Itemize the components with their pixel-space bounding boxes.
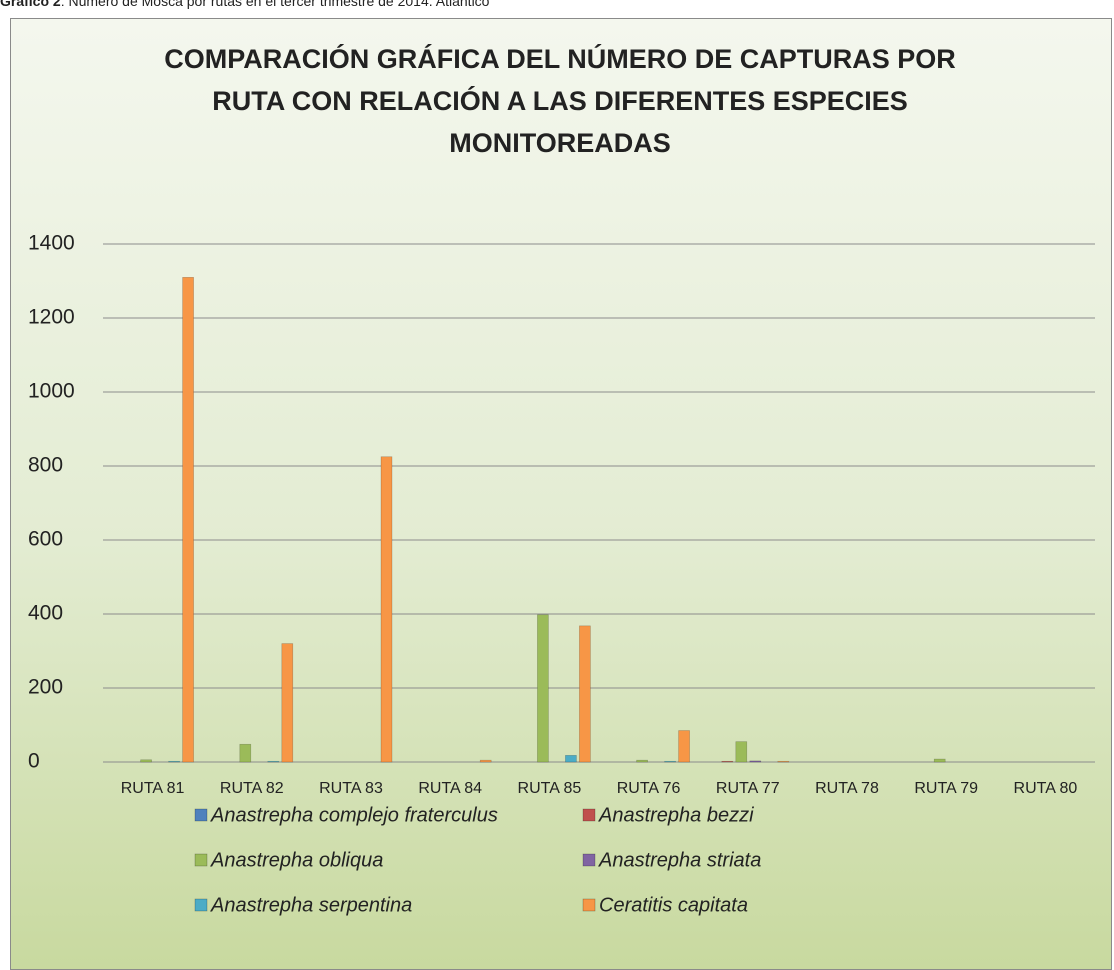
legend-label: Anastrepha obliqua [210, 849, 383, 871]
legend-label: Anastrepha striata [598, 849, 761, 871]
legend-swatch [582, 898, 596, 912]
bar [678, 730, 690, 763]
y-tick-label: 1200 [28, 306, 75, 329]
y-tick-label: 800 [28, 454, 63, 477]
x-tick-label: RUTA 80 [1014, 780, 1078, 797]
x-tick-label: RUTA 79 [914, 780, 978, 797]
chart-title: COMPARACIÓN GRÁFICA DEL NÚMERO DE CAPTUR… [164, 44, 956, 158]
x-tick-label: RUTA 83 [319, 780, 383, 797]
bar [168, 760, 180, 763]
y-tick-label: 200 [28, 676, 63, 699]
bar [721, 760, 734, 763]
bar [380, 456, 393, 763]
y-tick-label: 600 [28, 528, 63, 551]
y-tick-label: 400 [28, 602, 63, 625]
legend-label: Anastrepha complejo fraterculus [210, 804, 498, 826]
bar [735, 741, 748, 763]
x-tick-label: RUTA 85 [518, 780, 582, 797]
x-tick-label: RUTA 84 [418, 780, 482, 797]
x-tick-label: RUTA 81 [121, 780, 185, 797]
bar [777, 760, 790, 763]
bar [479, 759, 492, 763]
bar [664, 760, 676, 763]
legend-swatch [194, 808, 208, 822]
legend-label: Ceratitis capitata [599, 894, 748, 916]
legend-swatch [582, 808, 596, 822]
bar [636, 759, 648, 763]
bar [140, 759, 152, 763]
x-tick-label: RUTA 77 [716, 780, 780, 797]
bar [933, 758, 946, 763]
chart-area [10, 18, 1112, 970]
y-tick-label: 1400 [28, 232, 75, 255]
y-tick-label: 1000 [28, 380, 75, 403]
bar [749, 760, 762, 763]
legend-label: Anastrepha serpentina [210, 894, 412, 916]
bar [579, 625, 591, 763]
x-tick-label: RUTA 78 [815, 780, 879, 797]
bar [565, 755, 577, 763]
caption: Gráfico 2: Número de Mosca por rutas en … [0, 0, 489, 9]
x-tick-label: RUTA 76 [617, 780, 681, 797]
legend-swatch [582, 853, 596, 867]
legend-swatch [194, 898, 208, 912]
bar [267, 760, 280, 763]
x-tick-label: RUTA 82 [220, 780, 284, 797]
y-tick-label: 0 [28, 750, 40, 773]
bar [537, 614, 549, 763]
caption-text: : Número de Mosca por rutas en el tercer… [60, 0, 490, 9]
legend-label: Anastrepha bezzi [598, 804, 754, 826]
bar [182, 276, 194, 763]
caption-label: Gráfico 2 [0, 0, 61, 9]
bar [239, 743, 252, 763]
bar [281, 643, 294, 763]
legend-swatch [194, 853, 208, 867]
